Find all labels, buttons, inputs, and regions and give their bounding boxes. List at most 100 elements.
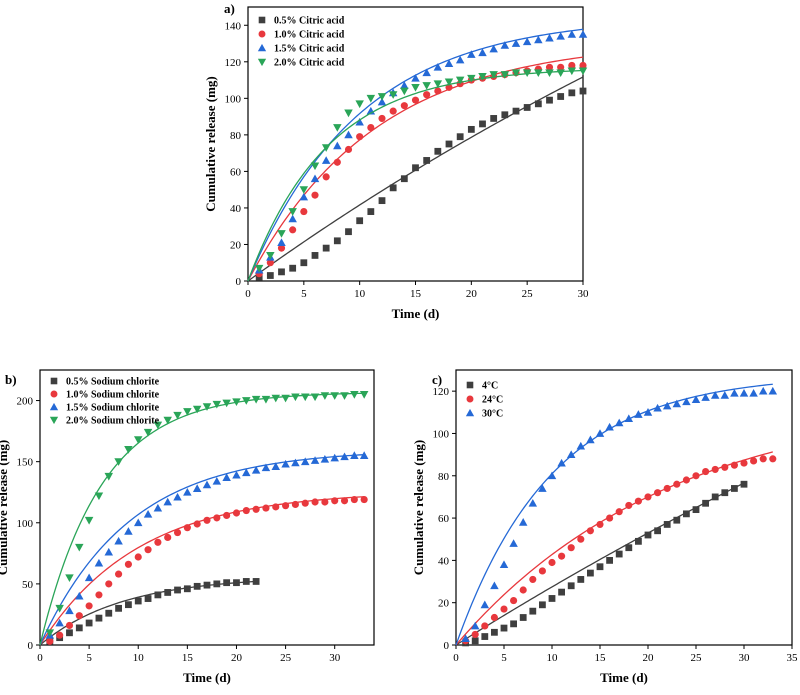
x-tick-label: 10 bbox=[354, 288, 366, 300]
data-point bbox=[596, 563, 604, 571]
data-point bbox=[769, 455, 777, 463]
data-point bbox=[481, 622, 489, 630]
data-point bbox=[134, 553, 142, 561]
plot-frame bbox=[455, 369, 793, 646]
data-point bbox=[350, 451, 359, 459]
data-point bbox=[344, 109, 353, 118]
data-point bbox=[94, 558, 104, 567]
data-point bbox=[388, 91, 398, 99]
data-point bbox=[378, 197, 386, 205]
legend-label: 24°C bbox=[482, 395, 503, 406]
data-point bbox=[662, 401, 672, 410]
data-point bbox=[359, 451, 369, 459]
series-3 bbox=[455, 383, 778, 646]
data-point bbox=[534, 100, 542, 108]
data-point bbox=[500, 605, 508, 613]
legend-marker bbox=[258, 16, 266, 24]
data-point bbox=[355, 100, 364, 109]
data-point bbox=[213, 580, 221, 588]
data-point bbox=[740, 459, 748, 467]
data-point bbox=[252, 505, 260, 513]
y-tick-label: 150 bbox=[17, 457, 34, 469]
data-point bbox=[739, 389, 749, 397]
data-point bbox=[478, 48, 487, 57]
data-point bbox=[644, 493, 652, 501]
data-point bbox=[183, 524, 191, 532]
data-point bbox=[255, 273, 263, 281]
data-point bbox=[566, 450, 576, 459]
data-point bbox=[164, 589, 172, 596]
data-point bbox=[519, 586, 527, 594]
data-point bbox=[124, 527, 133, 535]
legend-marker bbox=[258, 30, 266, 38]
legend-marker bbox=[466, 381, 474, 389]
legend-marker bbox=[49, 416, 59, 425]
data-point bbox=[682, 397, 691, 406]
x-tick-label: 20 bbox=[231, 652, 243, 664]
data-point bbox=[643, 408, 653, 416]
data-point bbox=[125, 601, 132, 609]
data-point bbox=[277, 244, 286, 252]
data-point bbox=[522, 69, 532, 78]
data-point bbox=[539, 601, 546, 609]
data-point bbox=[411, 73, 420, 82]
data-point bbox=[340, 452, 349, 461]
legend-label: 1.0% Sodium chlorite bbox=[66, 390, 160, 401]
data-point bbox=[510, 620, 517, 628]
data-point bbox=[66, 629, 73, 637]
legend-label: 30°C bbox=[482, 409, 503, 420]
chart-panel-3: 0 5 10 15 20 25 30 35 0 20 40 60 80 100 120 Time (d) Cum… bbox=[411, 369, 798, 685]
data-point bbox=[115, 604, 122, 612]
y-tick-label: 120 bbox=[225, 57, 242, 69]
data-point bbox=[366, 94, 376, 103]
y-tick-label: 80 bbox=[230, 130, 242, 142]
data-point bbox=[692, 472, 700, 480]
x-tick-label: 5 bbox=[301, 288, 307, 300]
data-point bbox=[104, 472, 114, 481]
data-point bbox=[545, 63, 554, 71]
data-point bbox=[411, 96, 420, 104]
data-point bbox=[322, 244, 330, 252]
data-point bbox=[455, 55, 465, 64]
data-point bbox=[534, 35, 543, 44]
data-point bbox=[400, 87, 409, 96]
data-point bbox=[75, 543, 84, 552]
data-point bbox=[400, 175, 408, 183]
data-point bbox=[232, 470, 241, 479]
x-tick-label: 20 bbox=[466, 288, 478, 300]
data-point bbox=[423, 157, 431, 164]
data-point bbox=[499, 560, 509, 569]
data-point bbox=[345, 228, 352, 236]
data-point bbox=[595, 429, 605, 437]
data-point bbox=[634, 410, 643, 418]
data-point bbox=[95, 591, 103, 599]
data-point bbox=[115, 570, 123, 578]
data-point bbox=[596, 520, 604, 528]
data-point bbox=[344, 145, 353, 154]
data-point bbox=[340, 392, 349, 400]
panel-label: b) bbox=[5, 372, 17, 387]
data-point bbox=[433, 63, 443, 71]
data-point bbox=[759, 455, 767, 463]
data-point bbox=[65, 621, 74, 630]
data-point bbox=[333, 141, 342, 150]
data-point bbox=[653, 403, 662, 412]
x-tick-label: 25 bbox=[522, 288, 534, 300]
x-tick-label: 0 bbox=[37, 652, 43, 664]
series-3 bbox=[247, 28, 588, 282]
data-point bbox=[702, 467, 710, 476]
data-point bbox=[311, 191, 319, 199]
legend-label: 2.0% Citric acid bbox=[274, 58, 345, 69]
data-point bbox=[359, 391, 369, 399]
data-point bbox=[183, 408, 192, 416]
data-point bbox=[163, 416, 172, 425]
data-point bbox=[333, 237, 341, 245]
data-point bbox=[683, 510, 690, 518]
data-point bbox=[481, 633, 489, 640]
series-1 bbox=[455, 480, 748, 647]
data-point bbox=[203, 516, 211, 524]
data-point bbox=[193, 582, 201, 590]
legend-marker bbox=[257, 58, 267, 67]
fit-curve bbox=[247, 76, 584, 282]
data-point bbox=[400, 102, 408, 110]
